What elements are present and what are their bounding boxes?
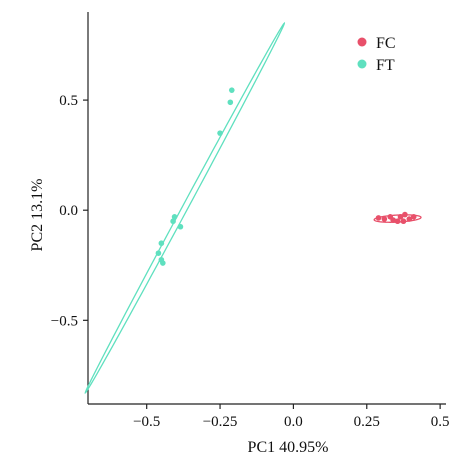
y-tick-label: 0.5 — [59, 93, 78, 109]
legend-label-ft: FT — [376, 57, 395, 74]
point-ft — [155, 250, 162, 256]
x-tick-label: −0.25 — [203, 414, 238, 430]
point-ft — [171, 214, 178, 220]
point-ft — [177, 223, 184, 230]
axes — [87, 12, 446, 405]
x-axis-label: PC1 40.95% — [248, 439, 329, 456]
x-tick-label: −0.5 — [133, 414, 160, 430]
y-tick-label: 0.0 — [59, 203, 78, 219]
x-tick-label: 0.25 — [354, 414, 380, 430]
legend: FC FT — [357, 35, 396, 74]
point-fc — [390, 217, 396, 223]
point-fc — [400, 218, 407, 225]
point-fc — [406, 216, 413, 222]
y-axis-ticks: −0.5 0.0 0.5 — [51, 93, 88, 329]
ellipse-ft — [84, 21, 285, 395]
x-tick-label: 0.5 — [431, 414, 450, 430]
legend-label-fc: FC — [376, 35, 396, 52]
x-tick-label: 0.0 — [284, 414, 303, 430]
point-ft — [160, 260, 166, 266]
point-ft — [228, 87, 235, 93]
point-fc — [397, 214, 404, 220]
data-points — [155, 87, 417, 266]
point-ft — [170, 218, 176, 225]
point-ft — [217, 130, 223, 136]
y-tick-label: −0.5 — [51, 313, 78, 329]
legend-marker-fc — [357, 37, 367, 47]
point-fc — [410, 214, 417, 220]
x-axis-ticks: −0.5 −0.25 0.0 0.25 0.5 — [133, 404, 450, 430]
point-fc — [394, 218, 401, 225]
legend-marker-ft — [357, 59, 367, 69]
confidence-ellipses — [84, 21, 422, 395]
y-axis-label: PC2 13.1% — [29, 179, 46, 252]
point-ft — [227, 99, 234, 106]
point-fc — [381, 216, 388, 222]
point-fc — [375, 215, 382, 221]
point-fc — [402, 211, 408, 218]
point-ft — [158, 240, 165, 247]
